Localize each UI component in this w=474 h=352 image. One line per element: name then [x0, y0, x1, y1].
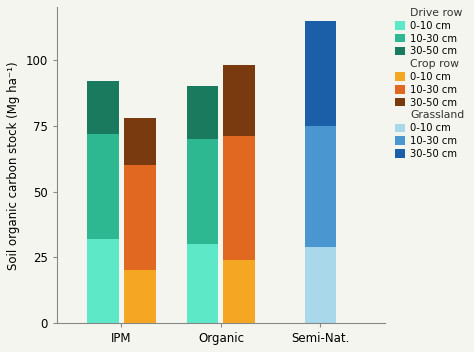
Bar	[223, 65, 255, 136]
Y-axis label: Soil organic carbon stock (Mg ha⁻¹): Soil organic carbon stock (Mg ha⁻¹)	[7, 61, 20, 270]
Bar	[124, 165, 156, 270]
Bar	[124, 270, 156, 323]
Bar	[223, 260, 255, 323]
Bar	[304, 126, 337, 247]
Legend: Drive row, 0-10 cm, 10-30 cm, 30-50 cm, Crop row, 0-10 cm, 10-30 cm, 30-50 cm, G: Drive row, 0-10 cm, 10-30 cm, 30-50 cm, …	[393, 6, 467, 161]
Bar	[223, 136, 255, 260]
Bar	[87, 81, 119, 134]
Bar	[304, 20, 337, 126]
Bar	[187, 86, 219, 139]
Bar	[187, 139, 219, 244]
Bar	[304, 247, 337, 323]
Bar	[87, 239, 119, 323]
Bar	[187, 244, 219, 323]
Bar	[124, 118, 156, 165]
Bar	[87, 134, 119, 239]
